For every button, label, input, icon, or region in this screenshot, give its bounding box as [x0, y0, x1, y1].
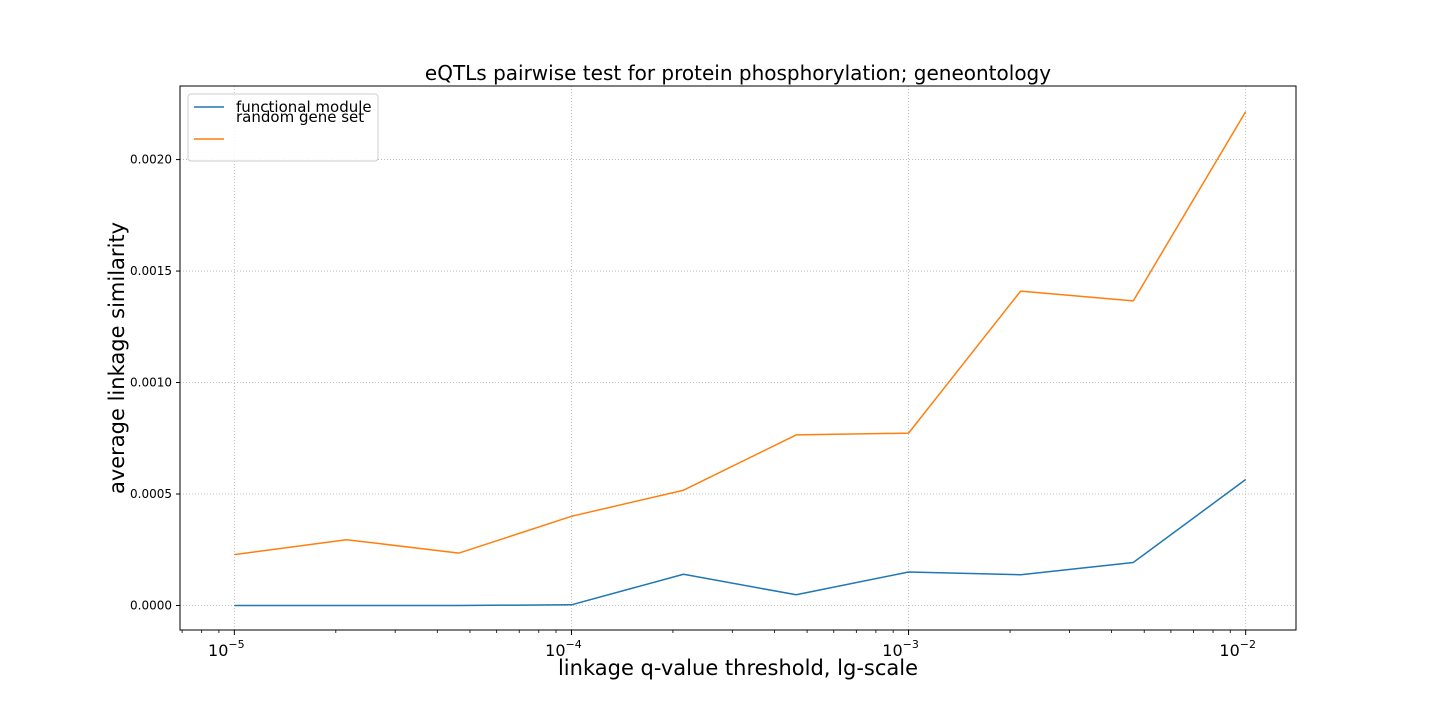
legend-label: random gene set: [236, 108, 364, 126]
x-tick-exponent: −2: [1240, 638, 1256, 651]
x-tick-label: 10−3: [882, 638, 919, 660]
y-tick-label: 0.0015: [130, 264, 172, 278]
chart-title: eQTLs pairwise test for protein phosphor…: [425, 61, 1051, 85]
x-tick-base: 10: [882, 641, 902, 660]
x-tick-exponent: −3: [903, 638, 919, 651]
plot-area-frame: [179, 85, 1297, 631]
x-tick-base: 10: [545, 641, 565, 660]
x-tick-base: 10: [1219, 641, 1239, 660]
x-tick-label: 10−4: [545, 638, 582, 660]
y-tick-label: 0.0010: [130, 376, 172, 390]
y-tick-label: 0.0020: [130, 153, 172, 167]
series-lines: [234, 111, 1247, 607]
series-line-functional-module: [234, 478, 1247, 607]
x-tick-exponent: −4: [566, 638, 582, 651]
y-tick-label: 0.0005: [130, 487, 172, 501]
x-axis-label: linkage q-value threshold, lg-scale: [558, 656, 918, 680]
y-axis-label: average linkage similarity: [105, 222, 129, 494]
x-tick-label: 10−2: [1219, 638, 1256, 660]
series-line-random-gene-set: [234, 111, 1247, 556]
legend-label: functional module: [236, 98, 372, 116]
x-tick-base: 10: [208, 641, 228, 660]
x-tick-label: 10−5: [208, 638, 245, 660]
legend-box: [187, 93, 379, 162]
y-tick-label: 0.0000: [130, 598, 172, 612]
x-tick-exponent: −5: [228, 638, 244, 651]
